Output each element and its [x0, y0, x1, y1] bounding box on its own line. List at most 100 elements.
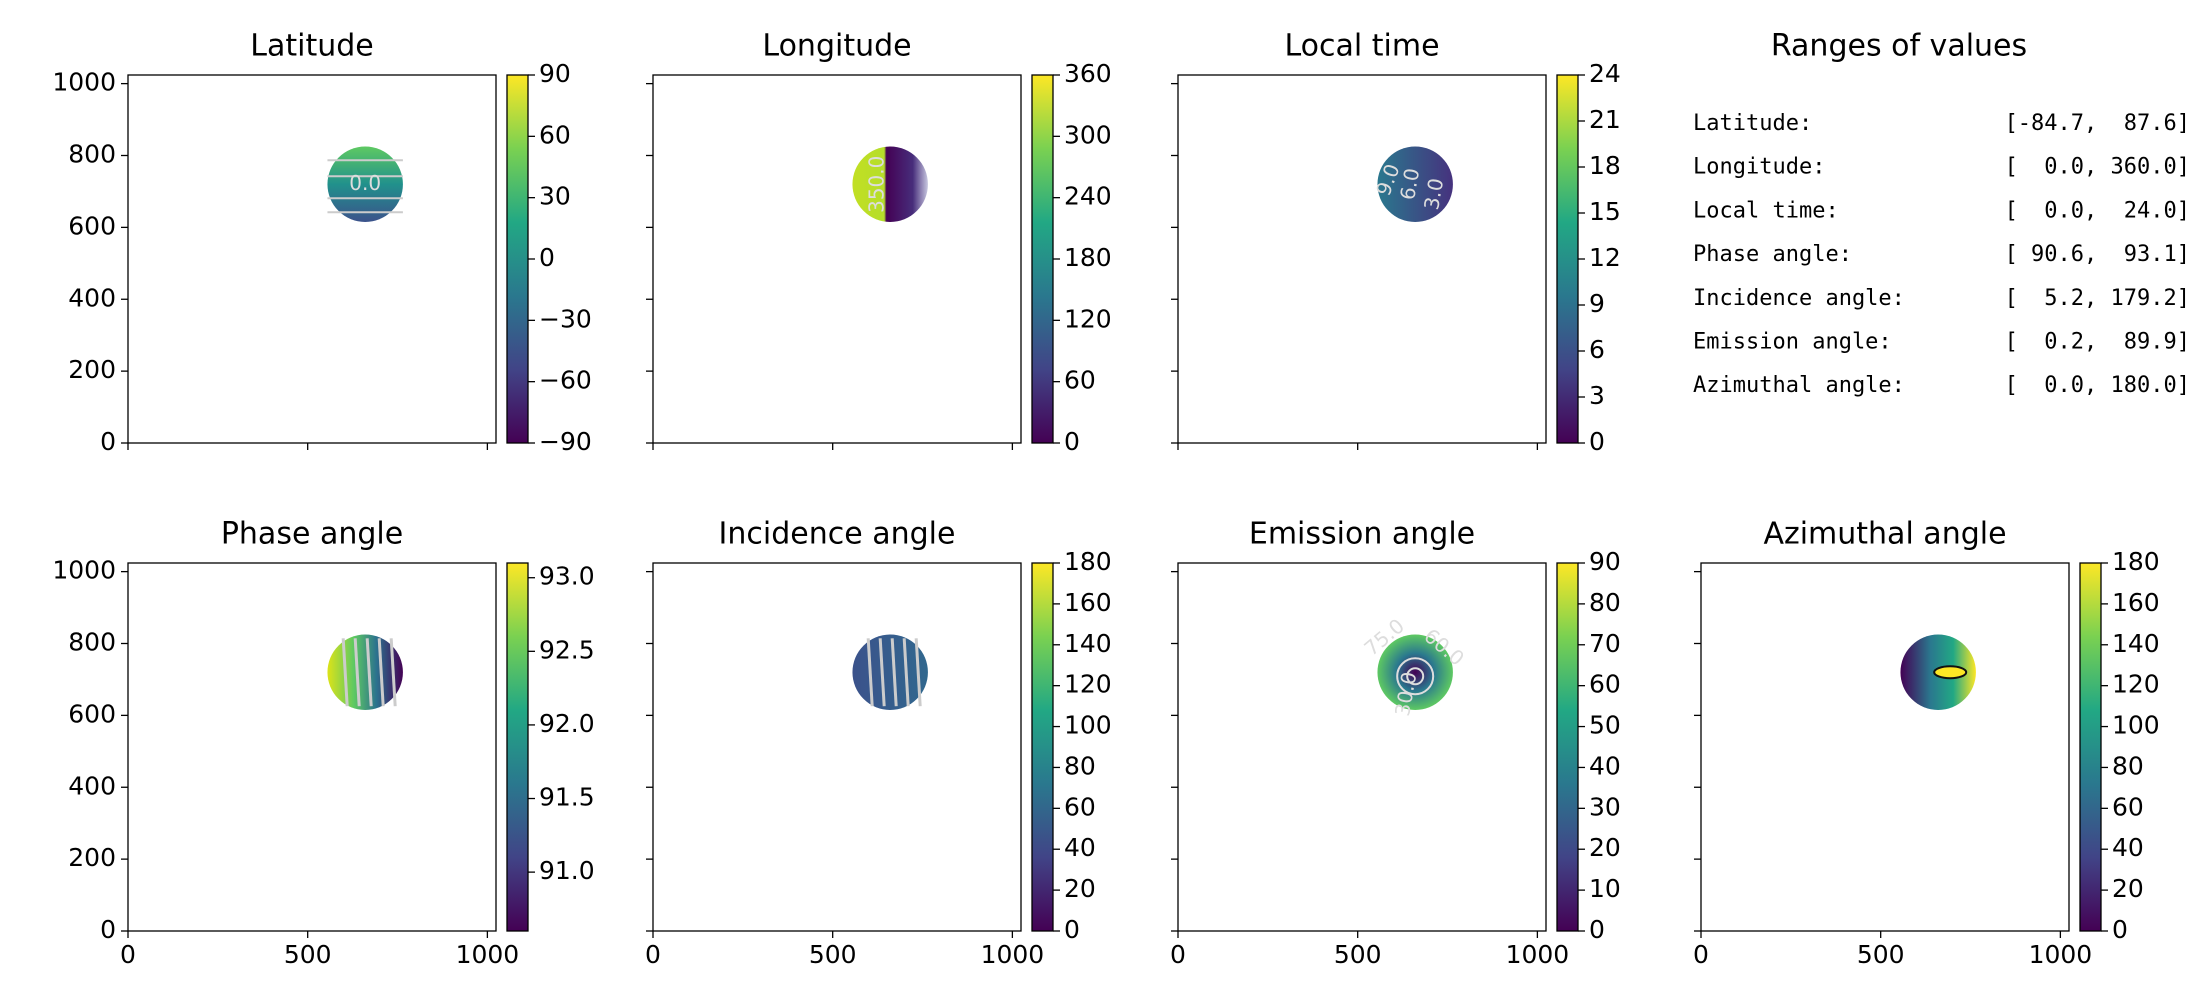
colorbar-tick-label: 18	[1589, 151, 1621, 180]
x-tick-label: 500	[1857, 940, 1905, 969]
colorbar-tick-label: 180	[2112, 547, 2160, 576]
colorbar-tick-label: 92.0	[539, 709, 595, 738]
colorbar-tick-label: 120	[2112, 670, 2160, 699]
contour-label: 3.0	[1419, 176, 1448, 211]
colorbar	[506, 562, 529, 932]
y-tick-label: 0	[100, 915, 116, 944]
contour	[1933, 665, 1968, 680]
axes-frame	[1177, 562, 1547, 932]
colorbar-tick-label: 60	[2112, 792, 2144, 821]
range-label: Latitude:	[1693, 111, 1812, 136]
colorbar	[506, 74, 529, 444]
colorbar-tick-label: 60	[539, 120, 571, 149]
range-value: [ 90.6, 93.1]	[2005, 242, 2190, 267]
colorbar-tick-label: 40	[2112, 833, 2144, 862]
x-tick-label: 0	[645, 940, 661, 969]
colorbar-tick-label: 0	[539, 243, 555, 272]
colorbar-tick-label: 80	[1064, 751, 1096, 780]
range-value: [-84.7, 87.6]	[2005, 111, 2190, 136]
colorbar-tick-label: 160	[1064, 588, 1112, 617]
disk-image	[1377, 634, 1453, 710]
colorbar-tick-label: 91.0	[539, 856, 595, 885]
colorbar-tick-label: 40	[1589, 751, 1621, 780]
axes-frame	[1177, 74, 1547, 444]
y-tick-label: 600	[68, 211, 116, 240]
colorbar-tick-label: 100	[2112, 711, 2160, 740]
colorbar-tick-label: 180	[1064, 243, 1112, 272]
colorbar-tick-label: 360	[1064, 59, 1112, 88]
x-tick-label: 1000	[1506, 940, 1570, 969]
colorbar-tick-label: 50	[1589, 711, 1621, 740]
x-tick-label: 1000	[2029, 940, 2093, 969]
colorbar-tick-label: 180	[1064, 547, 1112, 576]
colorbar-tick-label: 120	[1064, 304, 1112, 333]
colorbar-tick-label: 20	[1589, 833, 1621, 862]
y-tick-label: 400	[68, 283, 116, 312]
y-tick-label: 800	[68, 140, 116, 169]
axes-frame	[652, 562, 1022, 932]
colorbar-tick-label: 20	[2112, 874, 2144, 903]
colorbar-tick-label: 100	[1064, 711, 1112, 740]
y-tick-label: 1000	[52, 68, 116, 97]
colorbar-tick-label: 60	[1064, 366, 1096, 395]
colorbar-tick-label: 91.5	[539, 783, 595, 812]
colorbar-tick-label: 80	[1589, 588, 1621, 617]
colorbar	[2079, 562, 2102, 932]
colorbar-tick-label: 24	[1589, 59, 1621, 88]
contour	[341, 638, 349, 707]
disk-image	[1900, 634, 1976, 710]
axes-frame	[127, 74, 497, 444]
colorbar-tick-label: 93.0	[539, 562, 595, 591]
colorbar-tick-label: 21	[1589, 105, 1621, 134]
colorbar-tick-label: 90	[1589, 547, 1621, 576]
panel-title: Longitude	[762, 29, 911, 64]
range-label: Incidence angle:	[1693, 286, 1905, 311]
y-tick-label: 200	[68, 843, 116, 872]
x-tick-label: 1000	[456, 940, 520, 969]
colorbar-tick-label: 30	[539, 182, 571, 211]
contour	[866, 638, 874, 707]
contour	[878, 638, 886, 707]
contour	[890, 638, 898, 707]
disk	[852, 146, 928, 222]
colorbar-tick-label: 15	[1589, 197, 1621, 226]
colorbar-tick-label: 80	[2112, 751, 2144, 780]
range-value: [ 0.0, 180.0]	[2005, 373, 2190, 398]
panel-title: Incidence angle	[719, 517, 956, 552]
disk-image	[852, 634, 928, 710]
x-tick-label: 0	[1693, 940, 1709, 969]
colorbar-tick-label: 0	[1064, 427, 1080, 456]
panel-title: Ranges of values	[1771, 29, 2027, 64]
colorbar-tick-label: −60	[539, 366, 592, 395]
colorbar-tick-label: −30	[539, 304, 592, 333]
disk	[1377, 634, 1453, 710]
colorbar-tick-label: 60	[1064, 792, 1096, 821]
range-label: Local time:	[1693, 198, 1839, 223]
x-tick-label: 500	[284, 940, 332, 969]
y-tick-label: 200	[68, 355, 116, 384]
colorbar-tick-label: 140	[2112, 629, 2160, 658]
range-label: Emission angle:	[1693, 330, 1892, 355]
y-tick-label: 600	[68, 699, 116, 728]
colorbar-tick-label: 60	[1589, 670, 1621, 699]
range-label: Azimuthal angle:	[1693, 373, 1905, 398]
disk-image	[327, 146, 403, 222]
colorbar-tick-label: 12	[1589, 243, 1621, 272]
y-tick-label: 0	[100, 427, 116, 456]
colorbar-tick-label: 0	[2112, 915, 2128, 944]
panel-title: Local time	[1284, 29, 1439, 64]
colorbar-tick-label: 0	[1589, 427, 1605, 456]
axes-frame	[127, 562, 497, 932]
disk-image	[1377, 146, 1453, 222]
x-tick-label: 0	[120, 940, 136, 969]
y-tick-label: 400	[68, 771, 116, 800]
colorbar	[1031, 74, 1054, 444]
x-tick-label: 0	[1170, 940, 1186, 969]
colorbar-tick-label: 120	[1064, 670, 1112, 699]
colorbar-tick-label: 40	[1064, 833, 1096, 862]
colorbar-tick-label: 160	[2112, 588, 2160, 617]
colorbar-tick-label: 10	[1589, 874, 1621, 903]
panel-title: Azimuthal angle	[1763, 517, 2006, 552]
panel-title: Phase angle	[221, 517, 403, 552]
colorbar-tick-label: 30	[1589, 792, 1621, 821]
